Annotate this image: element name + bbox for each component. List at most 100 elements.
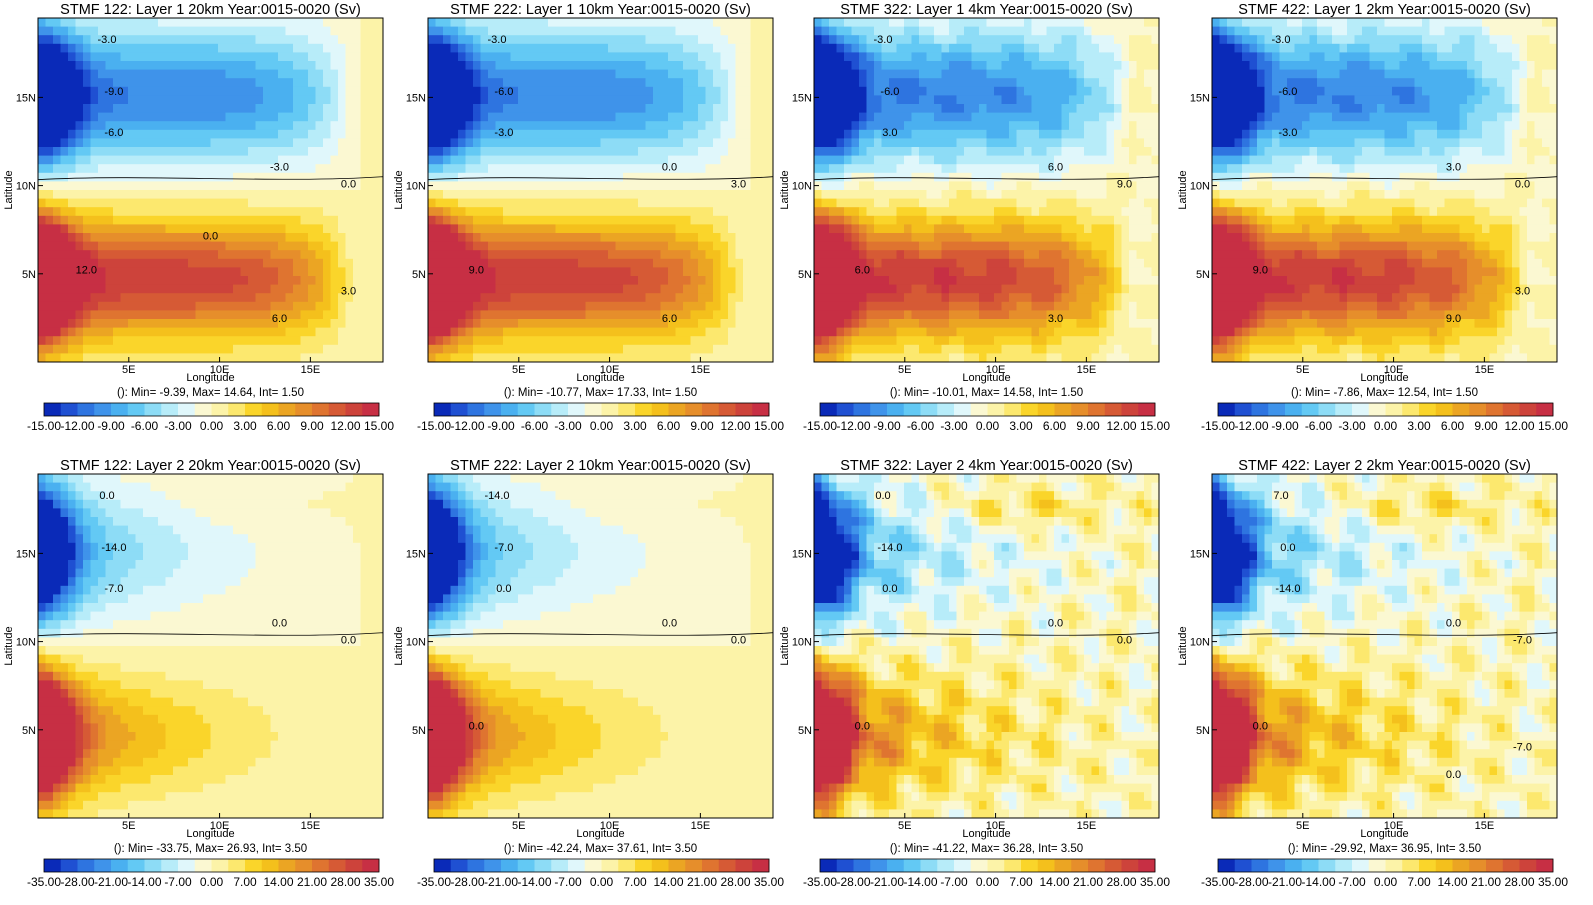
field-cell <box>338 18 347 28</box>
field-cell <box>45 35 54 45</box>
field-cell <box>83 61 92 71</box>
field-cell <box>315 190 324 200</box>
field-cell <box>360 95 369 105</box>
field-cell <box>698 26 707 36</box>
field-cell <box>225 129 234 139</box>
field-cell <box>964 224 973 234</box>
contour-label: 0.0 <box>203 230 218 242</box>
field-cell <box>881 129 890 139</box>
field-cell <box>450 284 459 294</box>
field-cell <box>368 301 377 311</box>
field-cell <box>143 250 152 260</box>
field-cell <box>83 241 92 251</box>
field-cell <box>120 353 129 362</box>
field-cell <box>874 52 883 62</box>
field-cell <box>180 78 189 88</box>
field-cell <box>510 198 519 208</box>
field-cell <box>90 138 99 148</box>
field-cell <box>345 181 354 191</box>
field-cell <box>941 276 950 286</box>
field-cell <box>240 293 249 303</box>
field-cell <box>533 344 542 354</box>
field-cell <box>203 52 212 62</box>
field-cell <box>919 43 928 53</box>
field-cell <box>533 138 542 148</box>
field-cell <box>330 147 339 157</box>
field-cell <box>1016 69 1025 79</box>
field-cell <box>720 276 729 286</box>
field-cell <box>836 353 845 362</box>
field-cell <box>563 301 572 311</box>
field-cell <box>195 284 204 294</box>
field-cell <box>323 215 332 225</box>
field-cell <box>525 26 534 36</box>
field-cell <box>38 129 47 139</box>
field-cell <box>503 276 512 286</box>
field-cell <box>866 129 875 139</box>
field-cell <box>570 138 579 148</box>
colorbar-swatch <box>618 403 636 416</box>
field-cell <box>218 18 227 28</box>
field-cell <box>308 172 317 182</box>
field-cell <box>994 207 1003 217</box>
field-cell <box>83 267 92 277</box>
field-cell <box>615 164 624 174</box>
field-cell <box>720 181 729 191</box>
field-cell <box>578 233 587 243</box>
field-cell <box>248 138 257 148</box>
field-cell <box>435 250 444 260</box>
field-cell <box>949 336 958 346</box>
field-cell <box>851 215 860 225</box>
field-cell <box>615 147 624 157</box>
field-cell <box>495 52 504 62</box>
field-cell <box>435 233 444 243</box>
field-cell <box>225 61 234 71</box>
field-cell <box>458 267 467 277</box>
field-cell <box>53 43 62 53</box>
field-cell <box>934 293 943 303</box>
field-cell <box>83 224 92 234</box>
field-cell <box>949 86 958 96</box>
field-cell <box>38 293 47 303</box>
field-cell <box>1009 35 1018 45</box>
field-cell <box>173 61 182 71</box>
field-cell <box>979 233 988 243</box>
field-cell <box>874 198 883 208</box>
field-cell <box>150 121 159 131</box>
field-cell <box>443 224 452 234</box>
field-cell <box>83 293 92 303</box>
field-cell <box>503 293 512 303</box>
field-cell <box>225 327 234 337</box>
field-cell <box>428 52 437 62</box>
field-cell <box>458 181 467 191</box>
field-cell <box>315 327 324 337</box>
field-cell <box>105 61 114 71</box>
field-cell <box>1024 69 1033 79</box>
field-cell <box>540 319 549 329</box>
field-cell <box>240 35 249 45</box>
field-cell <box>60 310 69 320</box>
field-cell <box>896 69 905 79</box>
field-cell <box>218 61 227 71</box>
field-cell <box>375 353 383 362</box>
field-cell <box>263 112 272 122</box>
field-cell <box>68 327 77 337</box>
field-cell <box>128 250 137 260</box>
field-cell <box>608 86 617 96</box>
field-cell <box>934 258 943 268</box>
field-cell <box>113 138 122 148</box>
field-cell <box>120 215 129 225</box>
field-cell <box>941 353 950 362</box>
field-cell <box>1031 327 1040 337</box>
field-cell <box>979 190 988 200</box>
field-cell <box>240 353 249 362</box>
field-cell <box>668 353 677 362</box>
field-cell <box>38 344 47 354</box>
field-cell <box>375 147 383 157</box>
field-cell <box>836 344 845 354</box>
field-cell <box>353 241 362 251</box>
field-cell <box>210 121 219 131</box>
field-cell <box>814 172 823 182</box>
field-cell <box>330 164 339 174</box>
field-cell <box>1016 258 1025 268</box>
